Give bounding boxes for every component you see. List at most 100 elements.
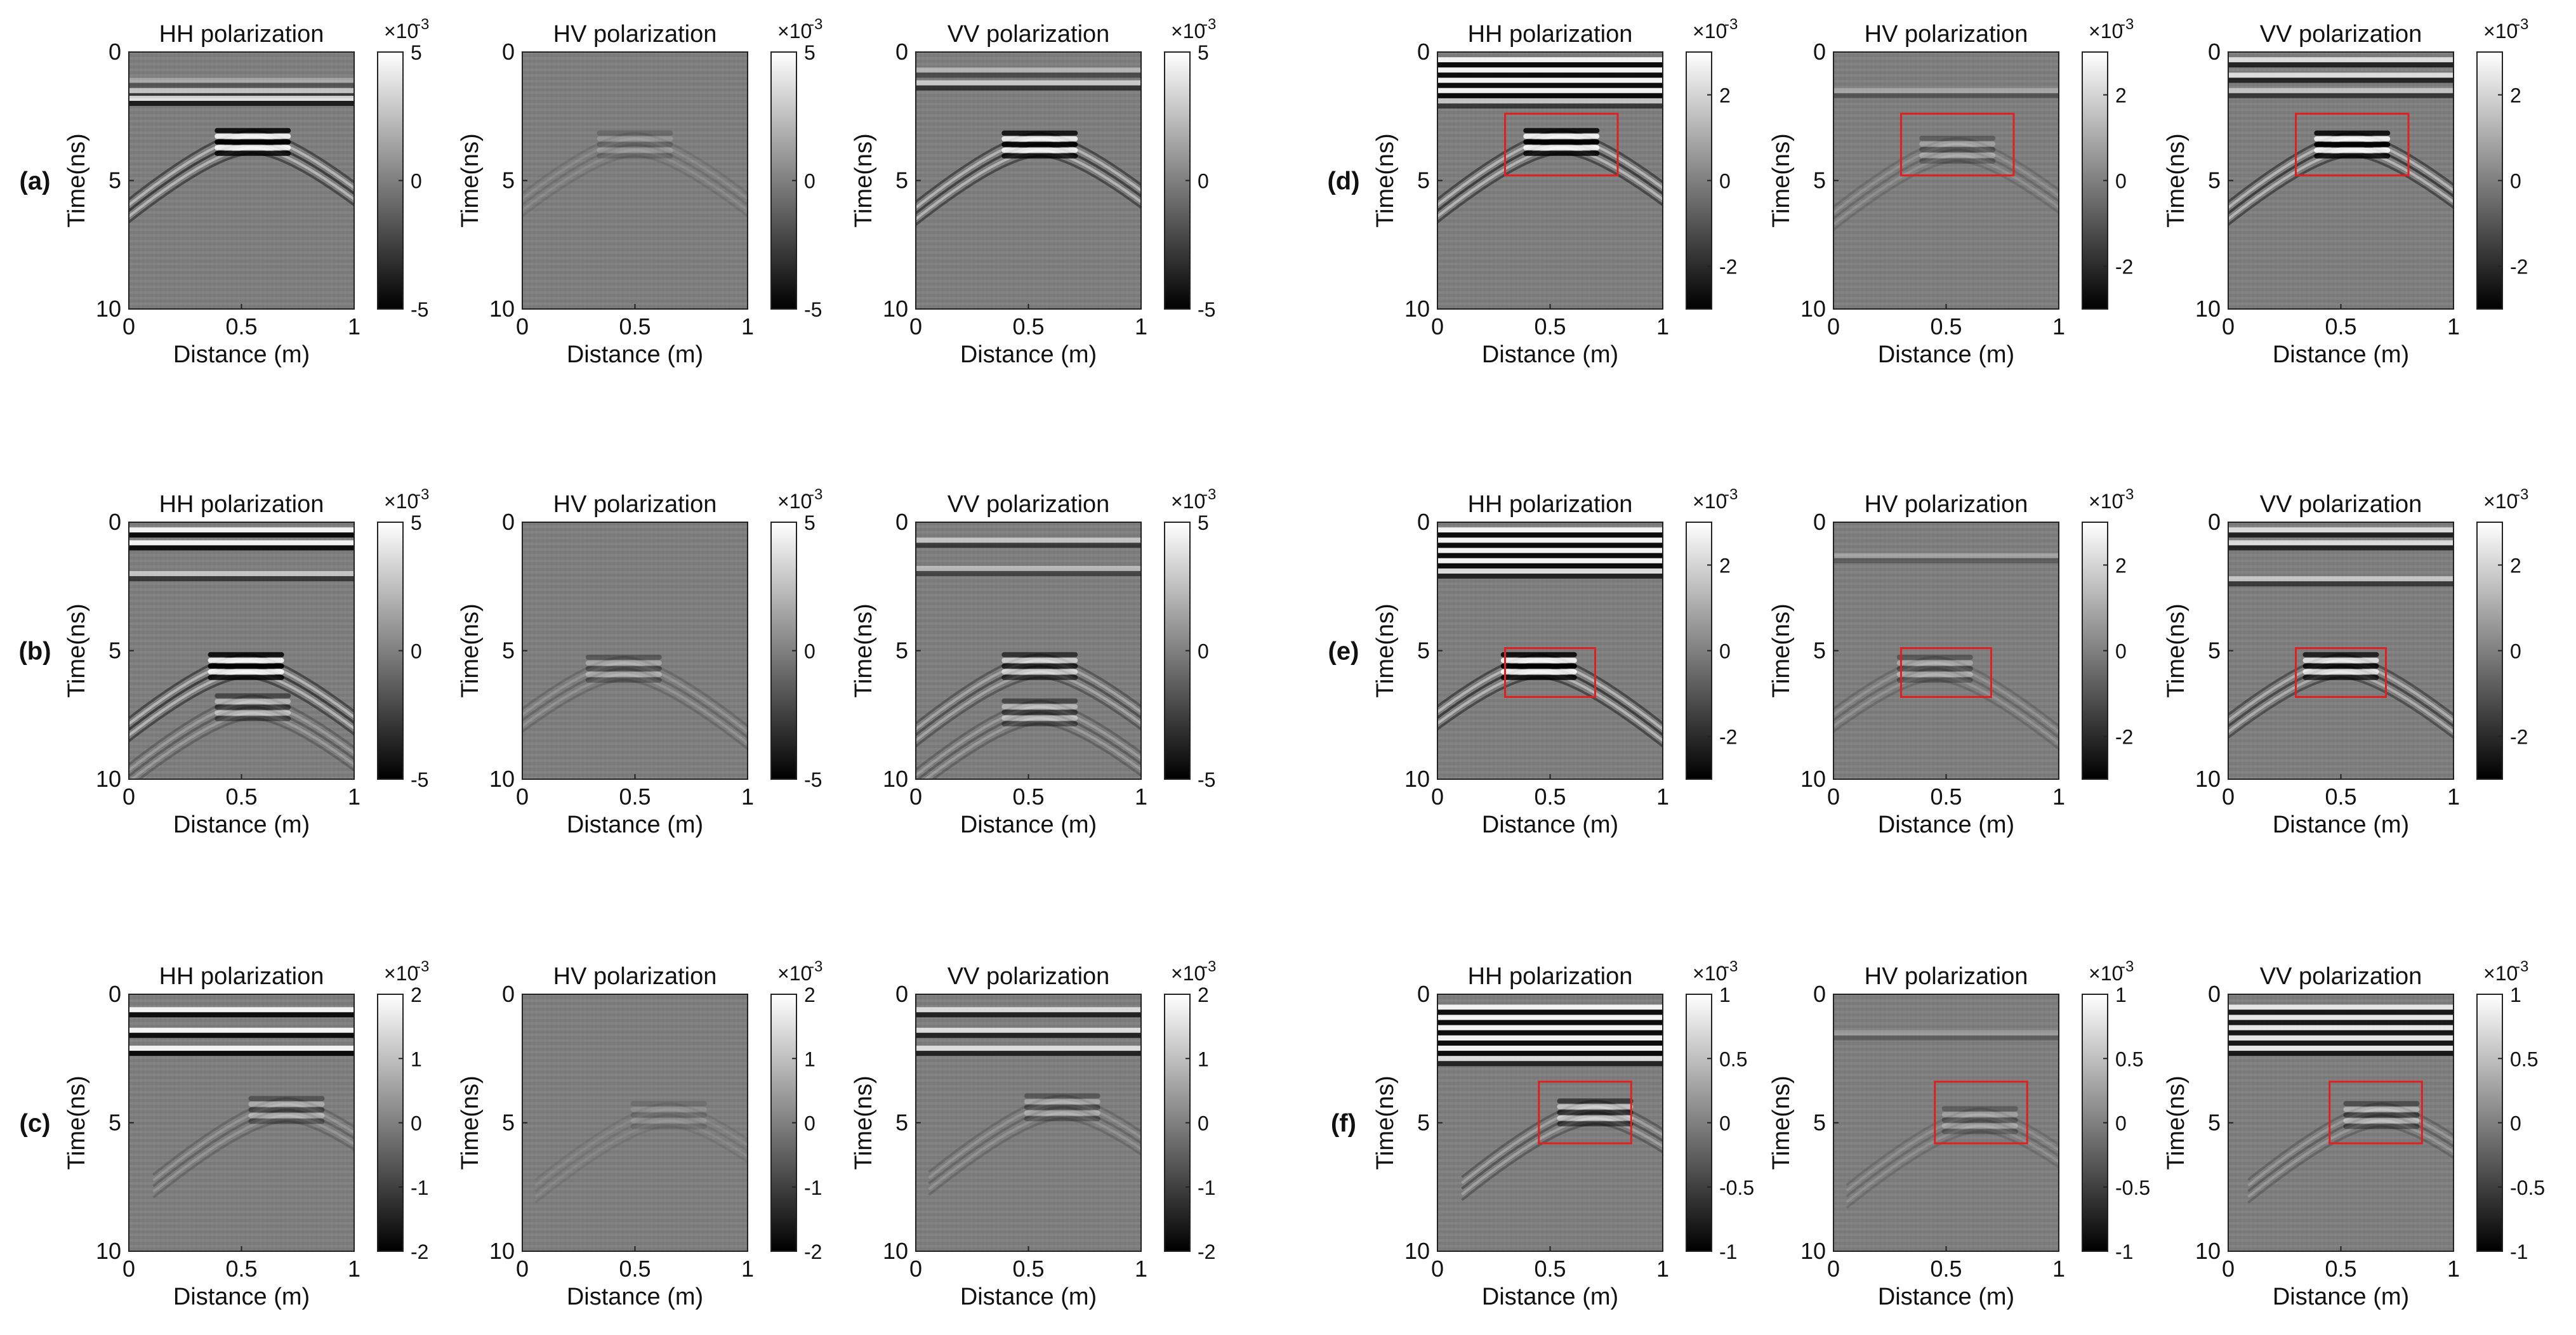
texture-layer [522, 522, 748, 779]
hyperbola-tail [522, 667, 748, 739]
hyperbola-apex [1001, 141, 1078, 147]
x-tick-label: 0 [1431, 313, 1444, 339]
y-tick-label: 5 [109, 1110, 121, 1136]
x-axis-label: Distance (m) [960, 812, 1097, 838]
row-label: (b) [18, 638, 51, 666]
colorbar-tick-label: -1 [1198, 1176, 1215, 1199]
surface-band-dark [2228, 77, 2454, 83]
y-tick-label: 10 [489, 296, 515, 322]
panel-title: VV polarization [2260, 21, 2422, 48]
surface-band-dark [2228, 1020, 2454, 1025]
y-tick-label: 0 [109, 509, 121, 535]
x-tick-label: 0 [909, 784, 922, 810]
surface-band-bright [2228, 1025, 2454, 1030]
hyperbola-tail [522, 131, 748, 195]
hyperbola-tail [1833, 142, 2059, 214]
surface-band-bright [1437, 1025, 1663, 1030]
x-tick-label: 0 [122, 784, 135, 810]
surface-band-bright [129, 1046, 354, 1051]
colorbar-tick-label: -5 [1198, 768, 1215, 791]
hyperbola-apex [1523, 150, 1600, 156]
colorbar-tick-label: 2 [2510, 555, 2521, 577]
hyperbola-apex [2314, 147, 2391, 153]
surface-band-bright [1437, 1004, 1663, 1010]
hyperbola-apex [1024, 1110, 1100, 1116]
x-axis-label: Distance (m) [567, 341, 703, 368]
surface-band-bright [916, 537, 1141, 543]
hyperbola-apex [2314, 141, 2391, 147]
y-tick-label: 5 [2208, 638, 2221, 664]
colorbar-tick-label: -5 [411, 298, 428, 321]
hyperbola-tail [928, 1095, 1141, 1173]
surface-band-bright [1437, 1035, 1663, 1041]
hyperbola-tail [522, 148, 748, 212]
surface-band-dark [2228, 581, 2454, 587]
y-tick-label: 5 [1813, 168, 1826, 194]
hyperbola-apex [1001, 704, 1078, 709]
colorbar-exponent-power: -3 [809, 958, 822, 975]
x-tick-label: 1 [741, 313, 754, 339]
hyperbola-apex [2343, 1112, 2420, 1118]
colorbar-tick-label: -2 [2115, 256, 2133, 279]
radargram-content [522, 654, 748, 751]
row-label: (c) [20, 1110, 51, 1138]
colorbar-tick-label: 5 [1198, 511, 1209, 534]
hyperbola-apex [1557, 1121, 1634, 1127]
hyperbola-tail [1846, 1124, 2059, 1204]
hyperbola-apex [585, 660, 662, 666]
target-box [1900, 112, 2015, 176]
surface-band-bright [916, 80, 1141, 86]
hyperbola-apex [630, 1101, 707, 1107]
colorbar-tick-label: 1 [1198, 1048, 1209, 1070]
colorbar-tick-label: 1 [1719, 983, 1731, 1006]
x-tick-label: 1 [1656, 1256, 1669, 1282]
surface-band-bright [129, 527, 354, 533]
hyperbola-apex [1941, 1123, 2018, 1129]
hyperbola-apex [1896, 666, 1973, 671]
surface-band-bright [1437, 67, 1663, 73]
x-tick-label: 1 [348, 1256, 360, 1282]
hyperbola-apex [585, 654, 662, 660]
hyperbola-tail [1846, 1107, 2059, 1187]
panel-title: HH polarization [1468, 21, 1633, 48]
surface-band-dark [1437, 563, 1663, 569]
x-tick-label: 0 [516, 313, 529, 339]
radargram-content [522, 130, 748, 218]
colorbar-tick-label: 0 [1198, 1112, 1209, 1135]
surface-band-bright [129, 540, 354, 546]
hyperbola-apex [2314, 130, 2391, 136]
y-tick-label: 0 [109, 39, 121, 65]
hyperbola-tail [923, 716, 1141, 779]
hyperbola-tail [1833, 154, 2059, 226]
y-tick-label: 0 [1417, 509, 1430, 535]
colorbar-tick-label: 2 [1198, 983, 1209, 1006]
hyperbola-apex [208, 663, 284, 669]
hyperbola-tail [534, 1108, 748, 1187]
surface-band-dark [1437, 543, 1663, 548]
texture-layer [916, 52, 1141, 309]
hyperbola-tail [522, 673, 748, 745]
texture-layer [2228, 522, 2454, 779]
surface-band-bright [2228, 576, 2454, 582]
colorbar-exponent: ×10 [1693, 20, 1727, 43]
surface-band-bright [1437, 57, 1663, 63]
hyperbola-apex [597, 153, 673, 159]
x-tick-label: 0.5 [1534, 313, 1566, 339]
y-tick-label: 10 [489, 1238, 515, 1264]
y-tick-label: 10 [489, 766, 515, 792]
hyperbola-tail [522, 655, 748, 728]
hyperbola-tail [152, 1114, 354, 1193]
hyperbola-tail [129, 700, 354, 772]
colorbar-tick-label: 0 [2115, 170, 2127, 193]
x-tick-label: 0 [1827, 784, 1840, 810]
hyperbola-apex [2302, 674, 2379, 680]
surface-band-bright [1437, 569, 1663, 574]
colorbar-tick-label: 1 [804, 1048, 816, 1070]
x-tick-label: 0 [122, 1256, 135, 1282]
hyperbola-apex [1523, 145, 1600, 150]
